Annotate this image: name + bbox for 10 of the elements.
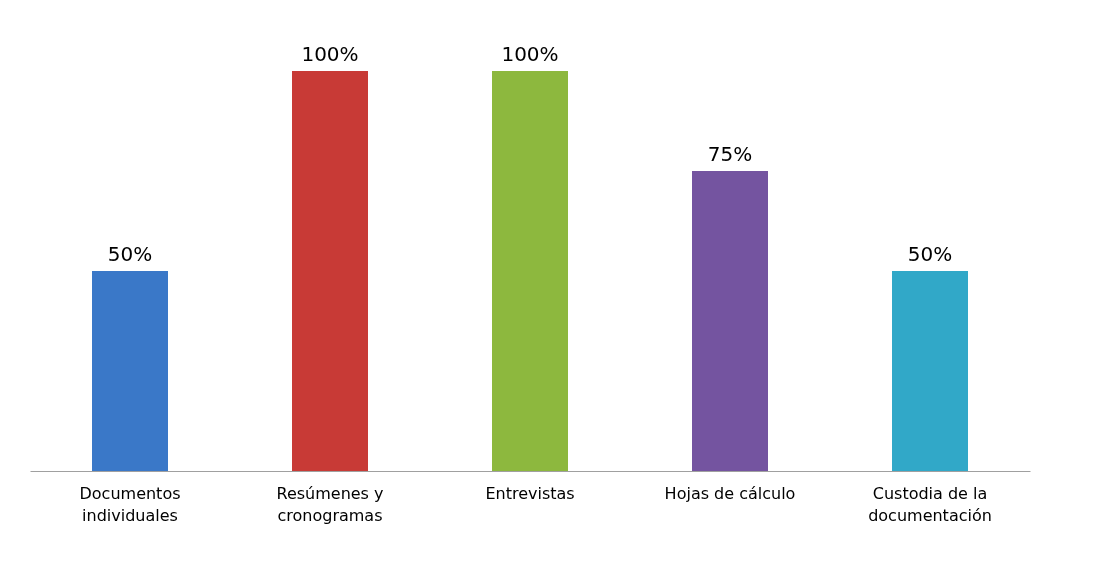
x-tick-label: Custodia de la documentación bbox=[868, 483, 992, 525]
x-tick-label: Entrevistas bbox=[485, 483, 575, 503]
data-label: 100% bbox=[501, 42, 559, 66]
x-tick-label: Resúmenes y cronogramas bbox=[276, 483, 384, 525]
data-label: 50% bbox=[907, 242, 953, 266]
data-label: 100% bbox=[301, 42, 359, 66]
x-tick-label: Hojas de cálculo bbox=[664, 483, 796, 503]
data-label: 50% bbox=[107, 242, 153, 266]
data-label: 75% bbox=[707, 142, 753, 166]
x-tick-label: Documentos individuales bbox=[79, 483, 181, 525]
